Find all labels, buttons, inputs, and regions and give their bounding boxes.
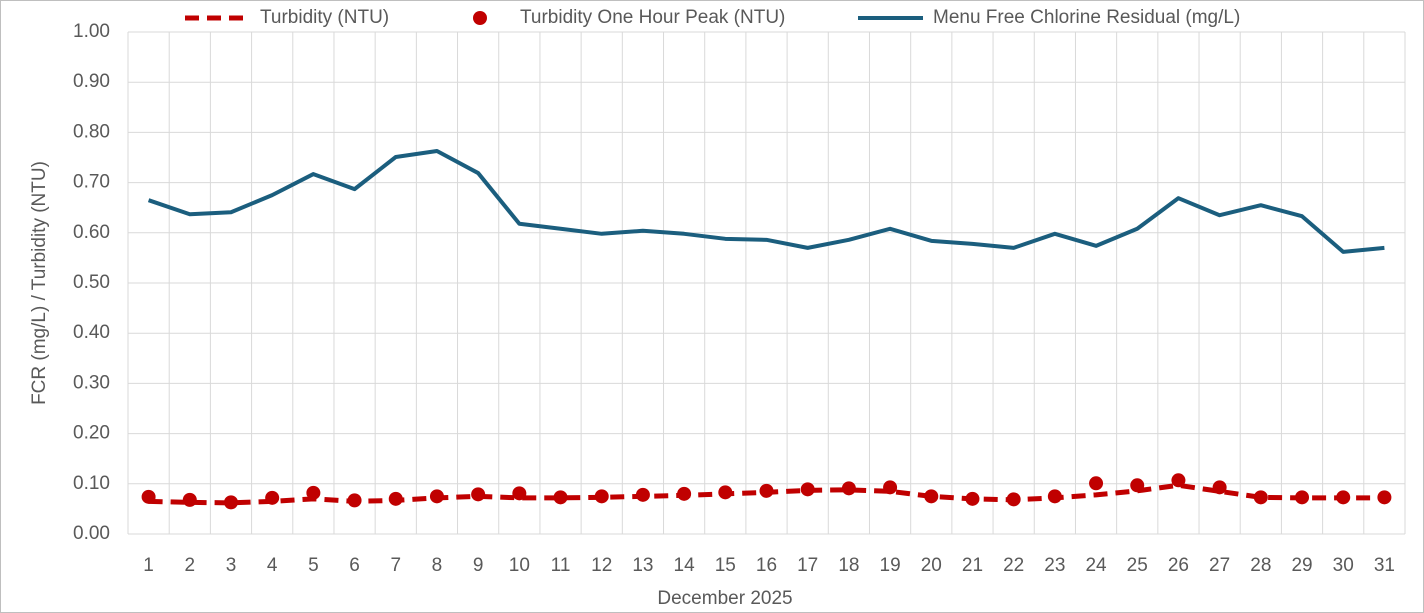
peak-marker (141, 489, 156, 504)
x-tick-label: 31 (1374, 555, 1395, 576)
x-tick-label: 3 (226, 555, 237, 576)
y-tick-label: 0.30 (73, 372, 110, 393)
peak-marker (1089, 476, 1104, 491)
peak-marker (182, 492, 197, 507)
peak-marker (347, 493, 362, 508)
x-tick-label: 9 (473, 555, 484, 576)
peak-marker (1047, 489, 1062, 504)
peak-marker (1130, 478, 1145, 493)
x-tick-label: 19 (880, 555, 901, 576)
peak-marker (1212, 480, 1227, 495)
y-tick-label: 0.70 (73, 172, 110, 193)
peak-marker (759, 483, 774, 498)
x-tick-label: 13 (632, 555, 653, 576)
peak-marker (594, 489, 609, 504)
peak-marker (1171, 473, 1186, 488)
peak-marker (965, 491, 980, 506)
peak-marker (924, 489, 939, 504)
y-tick-label: 0.40 (73, 322, 110, 343)
peak-marker (429, 489, 444, 504)
x-tick-label: 21 (962, 555, 983, 576)
peak-marker (1006, 492, 1021, 507)
x-tick-label: 16 (756, 555, 777, 576)
fcr-line (147, 148, 1385, 254)
peak-marker (883, 480, 898, 495)
x-tick-label: 6 (349, 555, 360, 576)
peak-marker (388, 491, 403, 506)
x-tick-label: 14 (674, 555, 696, 576)
peak-marker (265, 490, 280, 505)
y-tick-label: 0.60 (73, 222, 110, 243)
y-tick-label: 0.50 (73, 272, 110, 293)
legend-marker (473, 11, 487, 25)
peak-marker (223, 495, 238, 510)
peak-marker (1253, 490, 1268, 505)
y-tick-label: 0.20 (73, 423, 110, 444)
x-tick-label: 28 (1250, 555, 1271, 576)
peak-marker (1295, 490, 1310, 505)
y-tick-label: 0.90 (73, 71, 110, 92)
peak-marker (677, 486, 692, 501)
y-tick-label: 0.00 (73, 523, 110, 544)
x-axis-label: December 2025 (657, 588, 792, 609)
x-tick-label: 7 (390, 555, 401, 576)
peak-marker (471, 487, 486, 502)
peak-marker (306, 485, 321, 500)
peak-marker (553, 490, 568, 505)
x-tick-label: 5 (308, 555, 319, 576)
x-tick-label: 30 (1333, 555, 1354, 576)
x-tick-label: 29 (1291, 555, 1312, 576)
y-tick-label: 0.10 (73, 473, 110, 494)
x-tick-label: 11 (551, 555, 571, 576)
peak-marker (1377, 490, 1392, 505)
x-tick-label: 18 (838, 555, 859, 576)
x-tick-label: 15 (715, 555, 736, 576)
peak-marker (512, 486, 527, 501)
x-tick-label: 2 (185, 555, 196, 576)
x-tick-label: 24 (1085, 555, 1107, 576)
legend-label: Turbidity (NTU) (260, 7, 389, 28)
legend-label: Menu Free Chlorine Residual (mg/L) (933, 7, 1240, 28)
peak-marker (800, 482, 815, 497)
peak-marker (635, 487, 650, 502)
y-tick-label: 1.00 (73, 21, 110, 42)
x-tick-label: 17 (797, 555, 818, 576)
x-tick-label: 10 (509, 555, 530, 576)
legend-label: Turbidity One Hour Peak (NTU) (520, 7, 785, 28)
x-tick-label: 8 (432, 555, 443, 576)
x-tick-label: 20 (921, 555, 942, 576)
x-tick-label: 25 (1127, 555, 1148, 576)
y-axis-label: FCR (mg/L) / Turbidity (NTU) (29, 161, 50, 405)
x-tick-label: 27 (1209, 555, 1230, 576)
x-tick-label: 26 (1168, 555, 1189, 576)
peak-marker (718, 485, 733, 500)
x-tick-label: 23 (1044, 555, 1065, 576)
y-tick-label: 0.80 (73, 121, 110, 142)
x-tick-label: 1 (143, 555, 154, 576)
x-tick-label: 4 (267, 555, 278, 576)
x-tick-label: 12 (591, 555, 612, 576)
peak-marker (841, 481, 856, 496)
peak-marker (1336, 490, 1351, 505)
x-tick-label: 22 (1003, 555, 1024, 576)
